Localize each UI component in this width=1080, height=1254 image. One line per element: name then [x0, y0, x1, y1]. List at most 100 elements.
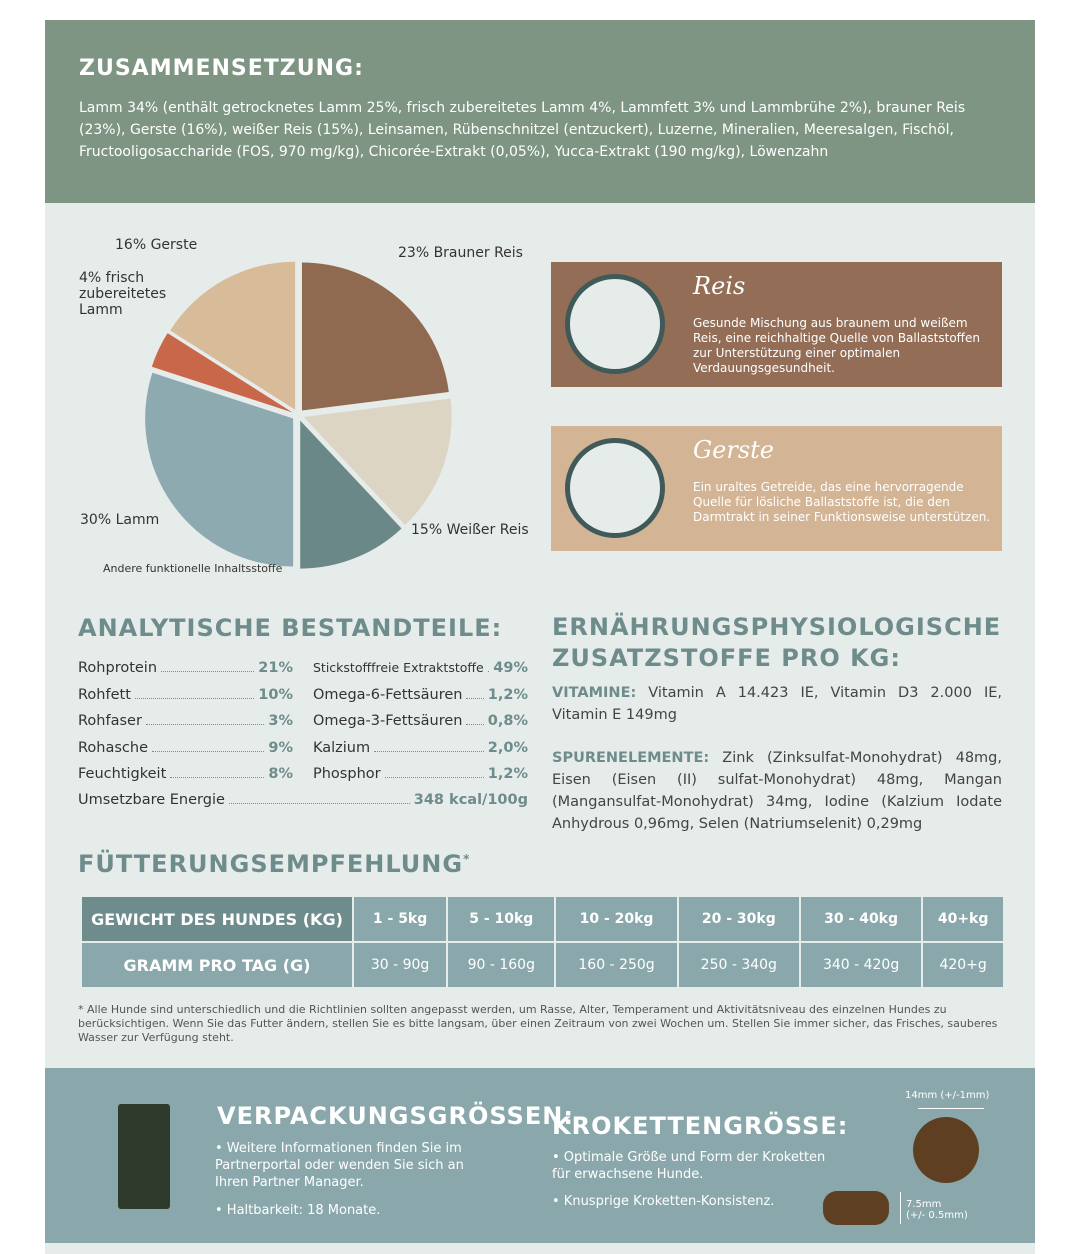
- feeding-cell: 90 - 160g: [448, 943, 555, 987]
- analytic-label: Umsetzbare Energie: [78, 792, 225, 808]
- analytic-label: Kalzium: [313, 739, 371, 756]
- card-text: Ein uraltes Getreide, das eine hervorrag…: [693, 480, 991, 524]
- analytic-value: 21%: [258, 660, 293, 676]
- dot-leader: [134, 697, 255, 699]
- analytic-row: Omega-3-Fettsäuren 0,8%: [313, 713, 528, 729]
- kibble-title: KROKETTENGRÖSSE:: [552, 1112, 849, 1140]
- analytic-value: 9%: [268, 739, 293, 756]
- label-gerste: 16% Gerste: [115, 237, 198, 253]
- analytic-value: 348 kcal/100g: [413, 792, 528, 808]
- analytic-label: Feuchtigkeit: [78, 766, 167, 782]
- analytic-label: Rohasche: [78, 739, 149, 756]
- kibble-height: 7.5mm (+/- 0.5mm): [906, 1199, 968, 1221]
- kibble-top-view: [913, 1117, 979, 1183]
- analytic-row: Rohprotein 21%: [78, 660, 293, 676]
- analytic-value: 1,2%: [487, 766, 528, 782]
- card-title: Reis: [693, 272, 746, 300]
- analytic-row: Rohfett 10%: [78, 687, 293, 703]
- dot-leader: [228, 803, 410, 804]
- feeding-row: GEWICHT DES HUNDES (KG) 1 - 5kg 5 - 10kg 10…: [82, 897, 1003, 941]
- packaging-info: • Weitere Informationen finden Sie im Pa…: [215, 1141, 464, 1190]
- card-title: Gerste: [693, 436, 775, 464]
- trace-elements: SPURENELEMENTE: Zink (Zinksulfat-Monohyd…: [552, 750, 1002, 832]
- analytic-value: 8%: [268, 766, 293, 782]
- analytic-value: 10%: [258, 686, 293, 703]
- feeding-cell: 1 - 5kg: [354, 897, 447, 941]
- feeding-cell: 30 - 90g: [354, 943, 447, 987]
- kibble-side-view: [823, 1191, 889, 1225]
- dot-leader: [161, 671, 255, 672]
- composition-title: ZUSAMMENSETZUNG:: [79, 56, 364, 81]
- additives-title: ERNÄHRUNGSPHYSIOLOGISCHE ZUSATZSTOFFE PRO…: [552, 613, 1002, 672]
- feeding-cell: 160 - 250g: [556, 943, 677, 987]
- composition-section: ZUSAMMENSETZUNG: Lamm 34% (enthält getro…: [45, 20, 1035, 203]
- dot-leader: [145, 724, 265, 725]
- label-fresh-lamb: 4% frisch zubereitetes Lamm: [79, 270, 167, 318]
- kibble-diameter: 14mm (+/-1mm): [905, 1090, 990, 1101]
- card-gerste: Gerste Ein uraltes Getreide, das eine he…: [551, 426, 1002, 551]
- label-brown-rice: 23% Brauner Reis: [398, 245, 523, 261]
- analytic-label: Omega-3-Fettsäuren: [313, 713, 463, 729]
- bag-image: [118, 1104, 170, 1209]
- composition-text: Lamm 34% (enthält getrocknetes Lamm 25%,…: [79, 100, 966, 160]
- card-text: Gesunde Mischung aus braunem und weißem …: [693, 316, 980, 375]
- shelf-life: • Haltbarkeit: 18 Monate.: [215, 1203, 381, 1218]
- analytic-label: Rohfett: [78, 686, 131, 703]
- feeding-cell: 40+kg: [923, 897, 1003, 941]
- analytic-row: Stickstofffreie Extraktstoffe 49%: [313, 660, 528, 676]
- analytic-row: Umsetzbare Energie 348 kcal/100g: [78, 792, 528, 808]
- dot-leader: [466, 724, 484, 725]
- feeding-cell: GRAMM PRO TAG (G): [82, 943, 352, 987]
- kibble-info: • Optimale Größe und Form der Kroketten …: [552, 1150, 826, 1182]
- analytic-row: Kalzium 2,0%: [313, 740, 528, 756]
- packaging-title: VERPACKUNGSGRÖSSEN:: [217, 1102, 574, 1130]
- label-other: Andere funktionelle Inhaltsstoffe: [103, 562, 283, 575]
- analytic-row: Phosphor 1,2%: [313, 766, 528, 782]
- dot-leader: [487, 671, 490, 672]
- kibble-texture: • Knusprige Kroketten-Konsistenz.: [552, 1194, 775, 1209]
- dot-leader: [384, 777, 484, 778]
- label-lamb: 30% Lamm: [80, 512, 160, 528]
- analytic-label: Phosphor: [313, 766, 381, 782]
- feeding-note: * Alle Hunde sind unterschiedlich und di…: [78, 1003, 998, 1044]
- feeding-cell: 30 - 40kg: [800, 897, 922, 941]
- card-reis: Reis Gesunde Mischung aus braunem und we…: [551, 262, 1002, 387]
- rice-grains-icon: [565, 274, 665, 374]
- dot-leader: [466, 697, 484, 699]
- analytic-row: Rohasche 9%: [78, 740, 293, 756]
- analytic-label: Rohprotein: [78, 660, 158, 676]
- feeding-cell: GEWICHT DES HUNDES (KG): [82, 897, 352, 941]
- barley-icon: [565, 438, 665, 538]
- page: ZUSAMMENSETZUNG: Lamm 34% (enthält getro…: [45, 20, 1035, 1254]
- feeding-cell: 5 - 10kg: [448, 897, 555, 941]
- packaging-section: VERPACKUNGSGRÖSSEN: • Weitere Informatio…: [45, 1068, 1035, 1243]
- analytic-title: ANALYTISCHE BESTANDTEILE:: [78, 614, 503, 642]
- analytic-row: Feuchtigkeit 8%: [78, 766, 293, 782]
- analytic-value: 3%: [268, 713, 293, 729]
- dot-leader: [152, 750, 265, 752]
- feeding-cell: 20 - 30kg: [678, 897, 799, 941]
- ingredients-pie-chart: [145, 261, 452, 569]
- feeding-title: FÜTTERUNGSEMPFEHLUNG*: [78, 850, 471, 878]
- pie-slice: [303, 398, 452, 525]
- pie-slice: [170, 261, 296, 410]
- feeding-table: GEWICHT DES HUNDES (KG) 1 - 5kg 5 - 10kg 10…: [80, 895, 1005, 989]
- analytic-row: Omega-6-Fettsäuren 1,2%: [313, 687, 528, 703]
- feeding-cell: 340 - 420g: [800, 943, 922, 987]
- pie-slice: [301, 262, 449, 411]
- dot-leader: [170, 777, 265, 778]
- dot-leader: [374, 750, 484, 752]
- feeding-cell: 250 - 340g: [678, 943, 799, 987]
- analytic-label: Omega-6-Fettsäuren: [313, 686, 463, 703]
- analytic-label: Rohfaser: [78, 713, 142, 729]
- analytic-label: Stickstofffreie Extraktstoffe: [313, 660, 484, 675]
- analytic-value: 0,8%: [487, 713, 528, 729]
- analytic-value: 1,2%: [487, 686, 528, 703]
- feeding-cell: 420+g: [923, 943, 1003, 987]
- pie-slice: [300, 420, 402, 569]
- pie-slice: [151, 333, 293, 413]
- analytic-value: 49%: [493, 660, 528, 676]
- feeding-row: GRAMM PRO TAG (G) 30 - 90g 90 - 160g 160 - …: [82, 943, 1003, 987]
- diameter-line: [918, 1108, 984, 1109]
- feeding-cell: 10 - 20kg: [556, 897, 677, 941]
